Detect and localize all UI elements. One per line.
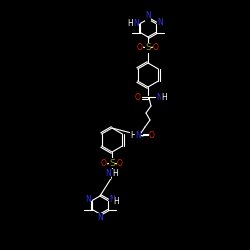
Text: O: O: [137, 42, 143, 51]
Text: N: N: [109, 195, 115, 204]
Text: N: N: [97, 214, 103, 222]
Text: N: N: [135, 130, 141, 140]
Text: H: H: [127, 19, 133, 28]
Text: O: O: [149, 130, 155, 140]
Text: H: H: [161, 92, 167, 102]
Text: N: N: [85, 195, 91, 204]
Text: N: N: [145, 12, 151, 20]
Text: O: O: [135, 92, 141, 102]
Text: O: O: [117, 160, 123, 168]
Text: O: O: [101, 160, 107, 168]
Text: H: H: [112, 170, 118, 178]
Text: N: N: [133, 19, 139, 28]
Text: S: S: [109, 158, 115, 168]
Text: N: N: [156, 92, 162, 102]
Text: N: N: [157, 18, 163, 27]
Text: O: O: [153, 42, 159, 51]
Text: H: H: [130, 130, 136, 140]
Text: H: H: [113, 197, 119, 206]
Text: N: N: [105, 170, 111, 178]
Text: S: S: [145, 44, 151, 52]
